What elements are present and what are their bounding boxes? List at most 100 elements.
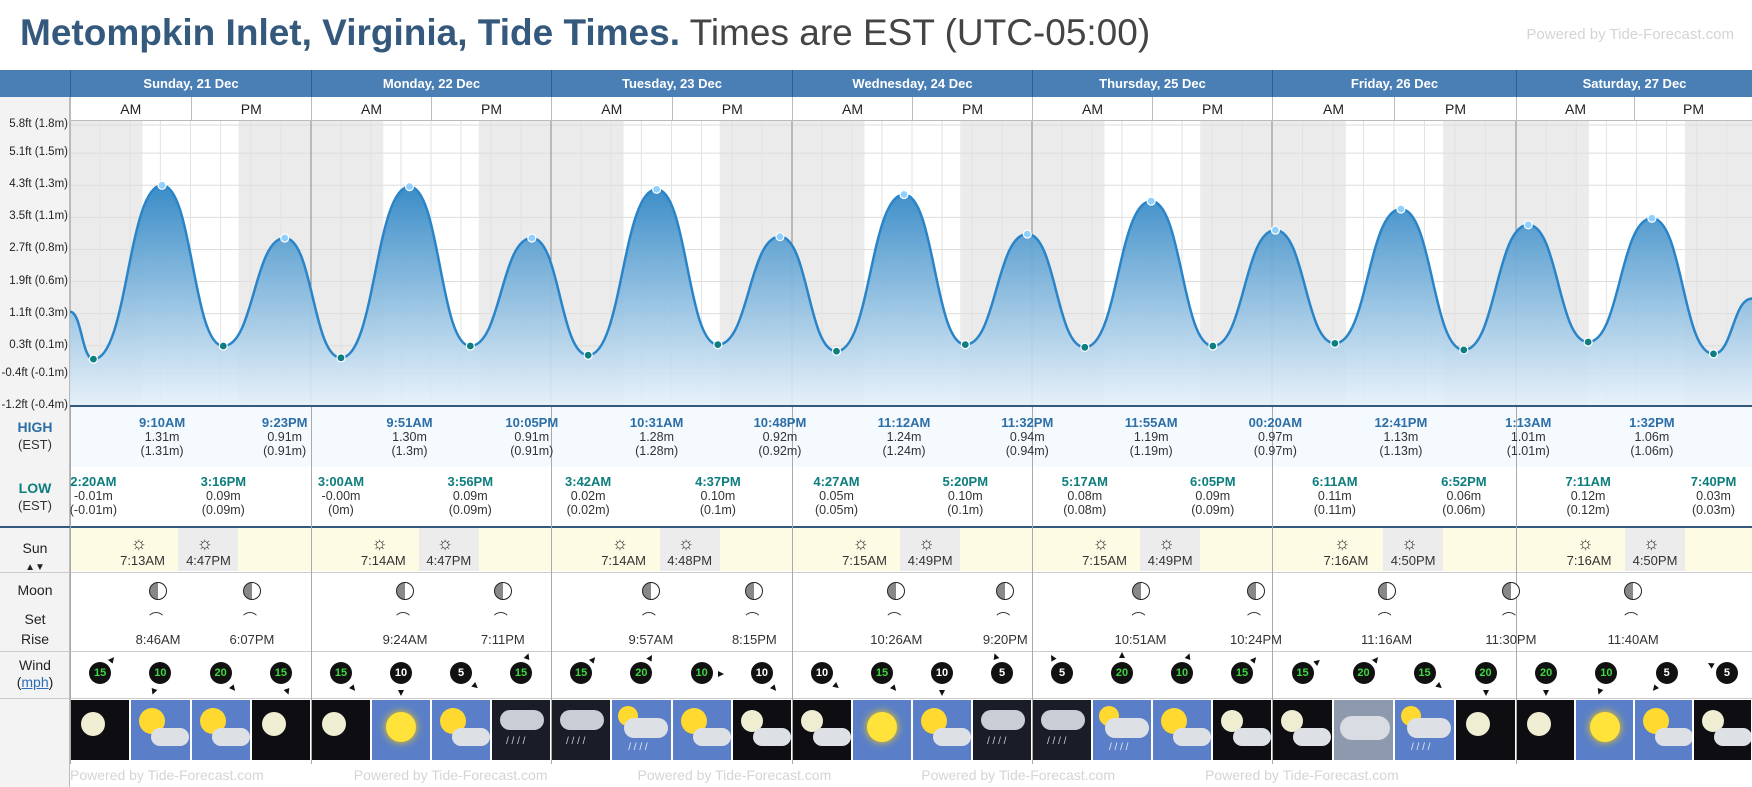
sun-label: Sun — [22, 540, 48, 556]
wind-speed-badge: 15 — [1413, 662, 1436, 684]
low-tide-point — [713, 340, 723, 350]
high-tide-height: 1.30m — [392, 430, 427, 444]
sunrise-time: 7:16AM — [1566, 553, 1612, 568]
low-tide-time: 6:11AM — [1312, 474, 1358, 489]
high-tide-time: 00:20AM — [1248, 415, 1303, 430]
tide-area — [70, 185, 1752, 406]
wind-speed-badge: 10 — [811, 662, 833, 684]
high-tide-cell: 11:55AM 1.19m (1.19m) — [1111, 415, 1191, 459]
low-tide-cell: 5:17AM 0.08m (0.08m) — [1045, 475, 1125, 518]
high-tide-point — [1396, 204, 1406, 214]
high-tide-height: 1.13m — [1383, 430, 1419, 444]
pm-label: PM — [1634, 97, 1752, 121]
partly-cloudy-day-icon — [672, 700, 731, 760]
wind-speed-badge: 15 — [871, 662, 893, 684]
moon-phase-icon — [641, 582, 660, 600]
wind-speed-badge: 15 — [330, 662, 352, 684]
low-tide-time: 3:42AM — [565, 474, 612, 489]
moon-phase-icon — [745, 582, 764, 600]
high-tide-height: 1.28m — [639, 430, 674, 444]
moon-rise-set-icon: ⌒ — [149, 611, 164, 627]
sunset-time: 4:49PM — [907, 553, 953, 568]
moon-rise-set-icon: ⌒ — [745, 611, 760, 627]
wind-speed-badge: 20 — [1474, 662, 1497, 684]
low-tide-cell: 6:05PM 0.09m (0.09m) — [1173, 475, 1253, 518]
powered-by-text[interactable]: Powered by Tide-Forecast.com — [353, 767, 548, 783]
high-tide-point — [280, 233, 290, 243]
low-tide-height: -0.00m — [321, 489, 361, 503]
sunset-time: 4:48PM — [667, 553, 713, 568]
low-tide-point — [336, 353, 346, 363]
moon-time: 10:24PM — [1229, 632, 1283, 647]
powered-by-text[interactable]: Powered by Tide-Forecast.com — [1205, 767, 1399, 783]
high-tide-height: 0.94m — [1009, 430, 1045, 444]
high-tide-cell: 9:10AM 1.31m (1.31m) — [122, 416, 202, 459]
moon-time: 6:07PM — [229, 632, 275, 647]
sunset-time: 4:50PM — [1632, 553, 1678, 568]
title-location: Metompkin Inlet, Virginia, Tide Times. — [20, 12, 680, 53]
wind-speed-badge: 5 — [1655, 662, 1678, 684]
low-tide-height: 0.05m — [819, 489, 854, 503]
rain-night-icon: / / / / — [492, 700, 550, 760]
pm-label: PM — [912, 97, 1032, 121]
sun-night-bg — [1443, 528, 1516, 571]
powered-by-text[interactable]: Powered by Tide-Forecast.com — [1526, 26, 1734, 43]
sunny-icon — [853, 700, 911, 760]
moon-rise-set-icon: ⌒ — [1247, 611, 1261, 627]
high-tide-point — [1146, 196, 1156, 206]
wind-speed-badge: 10 — [149, 662, 172, 684]
low-tide-time: 7:40PM — [1690, 474, 1737, 489]
powered-by-text[interactable]: Powered by Tide-Forecast.com — [70, 767, 264, 783]
title-timezone: Times are EST (UTC-05:00) — [689, 12, 1151, 53]
wind-unit-link[interactable]: mph — [21, 674, 49, 690]
sunset-icon: ☼ — [436, 533, 454, 553]
low-tide-time: 3:56PM — [447, 474, 494, 489]
wind-row-label: Wind (mph) — [16, 657, 54, 690]
low-tide-height-alt: (0m) — [328, 503, 354, 517]
am-label: AM — [311, 97, 431, 121]
rise-row-label: Rise — [0, 631, 70, 648]
low-tide-time: 2:20AM — [70, 474, 117, 489]
sunset-time: 4:49PM — [1147, 553, 1193, 568]
high-tide-height: 0.97m — [1257, 430, 1293, 444]
moon-time: 7:11PM — [480, 632, 525, 647]
high-tide-time: 11:55AM — [1124, 415, 1178, 430]
sun-sort-icon[interactable]: ▲▼ — [25, 562, 45, 573]
wind-speed-badge: 10 — [931, 662, 953, 684]
am-label: AM — [1516, 97, 1634, 121]
sunrise-time: 7:14AM — [360, 553, 406, 568]
powered-by-text[interactable]: Powered by Tide-Forecast.com — [921, 767, 1115, 783]
high-tide-height-alt: (1.3m) — [391, 444, 428, 458]
low-tide-cell: 5:20PM 0.10m (0.1m) — [925, 475, 1005, 518]
powered-by-text[interactable]: Powered by Tide-Forecast.com — [637, 767, 832, 783]
set-row-label: Set — [0, 611, 70, 628]
wind-speed-badge: 15 — [510, 662, 532, 684]
left-column-header — [0, 70, 70, 97]
sun-night-bg — [719, 528, 792, 571]
low-tide-height: -0.01m — [73, 489, 113, 503]
high-tide-height: 0.91m — [514, 430, 550, 444]
high-tide-height: 0.92m — [762, 430, 798, 444]
high-tide-cell: 9:23PM 0.91m (0.91m) — [245, 416, 325, 459]
low-tide-cell: 4:37PM 0.10m (0.1m) — [678, 475, 758, 518]
wind-speed-badge: 20 — [209, 662, 232, 684]
high-tide-time: 11:32PM — [1001, 415, 1054, 430]
powered-by-top[interactable]: Powered by Tide-Forecast.com — [1526, 26, 1734, 43]
moon-phase-icon — [1247, 582, 1265, 600]
clear-night-icon — [1517, 700, 1574, 760]
high-row-bg — [70, 407, 1752, 467]
high-tide-height-alt: (1.13m) — [1379, 444, 1423, 458]
sun-night-bg — [1685, 528, 1752, 571]
high-tide-cell: 11:32PM 0.94m (0.94m) — [987, 415, 1067, 459]
sunrise-icon: ☼ — [1333, 533, 1351, 553]
divider-line — [0, 572, 1752, 573]
divider-line — [0, 698, 1752, 699]
tide-chart — [70, 121, 1752, 407]
low-tide-height-alt: (0.06m) — [1442, 503, 1486, 517]
day-divider — [1032, 407, 1033, 764]
low-tide-point — [1080, 342, 1090, 352]
day-divider — [70, 407, 71, 764]
moon-phase-icon — [887, 582, 906, 600]
sunset-time: 4:47PM — [426, 553, 472, 568]
low-tide-height-alt: (0.08m) — [1063, 503, 1107, 517]
